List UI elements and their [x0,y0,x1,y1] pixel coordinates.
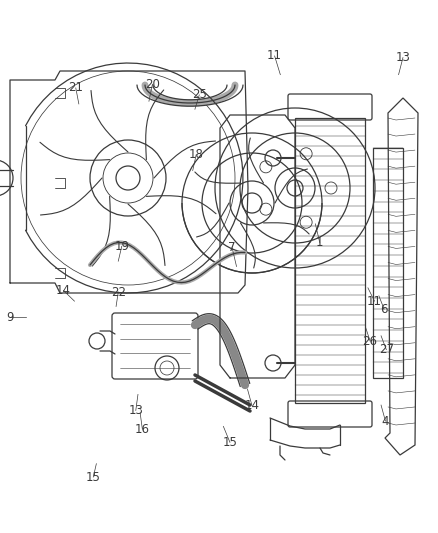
Text: 18: 18 [189,148,204,161]
Text: 26: 26 [363,335,378,348]
Text: 22: 22 [111,286,126,298]
Bar [295,118,365,403]
Text: 25: 25 [192,88,207,101]
Text: 16: 16 [135,423,150,435]
Text: 20: 20 [145,78,160,91]
Text: 14: 14 [56,284,71,297]
Text: 13: 13 [128,404,143,417]
Text: 15: 15 [223,436,237,449]
Text: 11: 11 [367,295,382,308]
Text: 14: 14 [244,399,259,411]
Text: 6: 6 [380,303,388,316]
Text: 4: 4 [381,415,389,427]
Text: 9: 9 [6,311,14,324]
Text: 1: 1 [316,236,324,249]
Text: 19: 19 [114,240,129,253]
Text: 21: 21 [68,82,83,94]
Text: 11: 11 [267,50,282,62]
Text: 13: 13 [396,51,410,64]
Bar [373,148,403,378]
Text: 7: 7 [228,241,236,254]
Text: 15: 15 [86,471,101,483]
Text: 27: 27 [379,343,394,356]
